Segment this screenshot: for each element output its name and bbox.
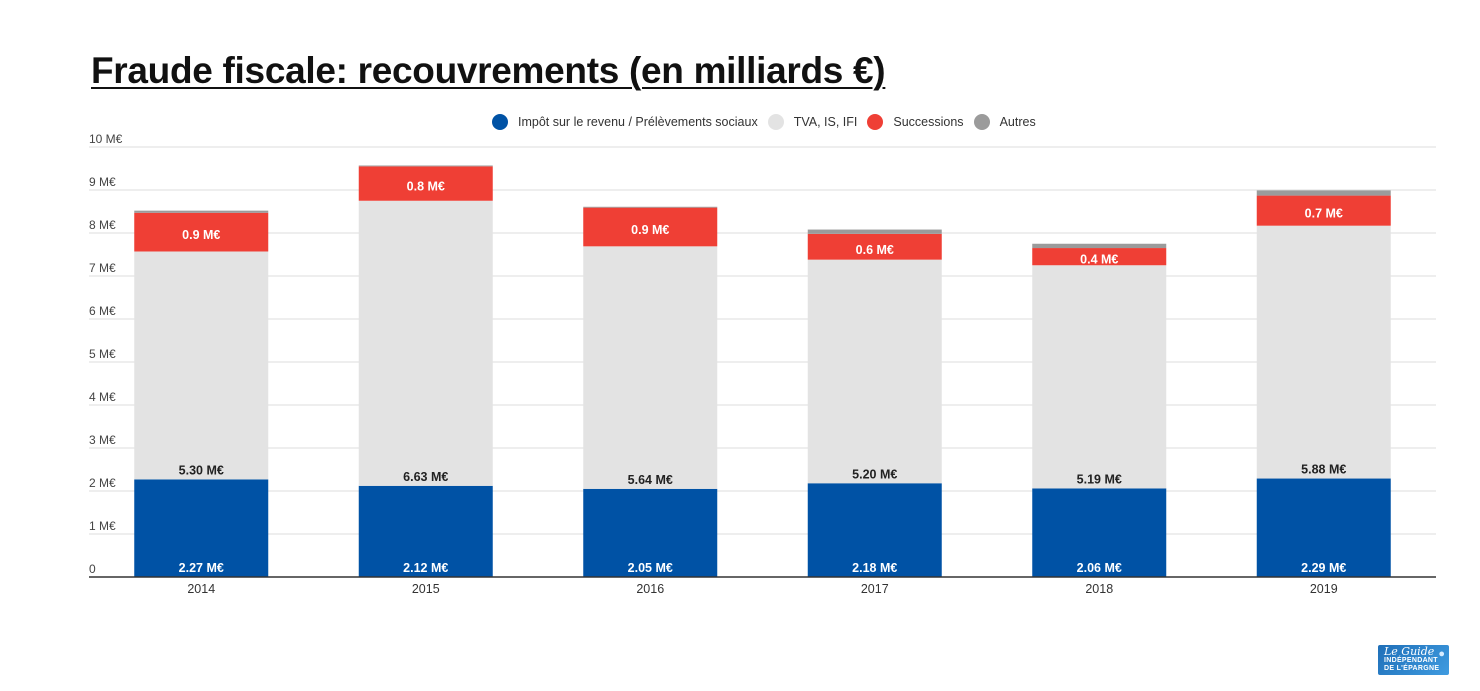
y-tick-label: 0 [89, 562, 96, 576]
data-label: 0.9 M€ [631, 223, 669, 237]
bar-segment [1256, 478, 1391, 577]
bar-segment [358, 485, 493, 577]
y-tick-label: 3 M€ [89, 433, 116, 447]
y-tick-label: 9 M€ [89, 175, 116, 189]
data-label: 6.63 M€ [403, 470, 448, 484]
bar-segment [134, 479, 269, 577]
bar-segment [807, 229, 942, 234]
x-tick-label: 2017 [861, 582, 889, 596]
bar-segment [807, 483, 942, 577]
data-label: 0.6 M€ [856, 243, 894, 257]
data-label: 2.05 M€ [628, 561, 673, 575]
y-tick-label: 2 M€ [89, 476, 116, 490]
data-label: 2.06 M€ [1077, 561, 1122, 575]
bar-segment [358, 165, 493, 167]
legend-label: TVA, IS, IFI [793, 115, 858, 129]
x-tick-label: 2014 [187, 582, 215, 596]
data-label: 0.9 M€ [182, 228, 220, 242]
legend-item: TVA, IS, IFI [767, 114, 858, 130]
data-label: 0.7 M€ [1305, 207, 1343, 221]
legend-label: Successions [893, 115, 964, 129]
logo-line-1: Le Guide [1384, 645, 1435, 658]
legend-label: Autres [999, 115, 1036, 129]
legend-swatch [973, 114, 990, 130]
bar-segment [583, 246, 718, 489]
y-tick-label: 1 M€ [89, 519, 116, 533]
legend-swatch [867, 114, 884, 130]
bar-segment [1256, 190, 1391, 196]
bar-segment [1032, 243, 1167, 249]
bar-segment [1032, 265, 1167, 489]
chart-title: Fraude fiscale: recouvrements (en millia… [91, 50, 886, 91]
legend-item: Autres [973, 114, 1036, 130]
data-label: 5.88 M€ [1301, 463, 1346, 477]
bar-segment [134, 251, 269, 480]
x-tick-label: 2018 [1085, 582, 1113, 596]
legend-label: Impôt sur le revenu / Prélèvements socia… [518, 115, 758, 129]
y-tick-label: 6 M€ [89, 304, 116, 318]
legend-swatch [492, 114, 508, 130]
bar-segment [583, 207, 718, 247]
legend-item: Impôt sur le revenu / Prélèvements socia… [492, 114, 758, 130]
legend-item: Successions [867, 114, 964, 130]
logo: ● Le Guide INDÉPENDANT DE L'ÉPARGNE [1378, 645, 1449, 675]
coin-icon: ● [1438, 648, 1445, 660]
x-tick-label: 2015 [412, 582, 440, 596]
bar-segment [1256, 195, 1391, 226]
data-label: 2.27 M€ [179, 561, 224, 575]
bar-segment [1256, 225, 1391, 479]
bar-segment [807, 259, 942, 484]
x-tick-label: 2019 [1310, 582, 1338, 596]
data-label: 5.19 M€ [1077, 472, 1122, 486]
data-label: 5.64 M€ [628, 473, 673, 487]
bar-segment [583, 488, 718, 577]
bar-segment [1032, 488, 1167, 577]
y-tick-label: 8 M€ [89, 218, 116, 232]
y-tick-label: 5 M€ [89, 347, 116, 361]
logo-line-2: INDÉPENDANT DE L'ÉPARGNE [1384, 657, 1440, 672]
data-label: 0.8 M€ [407, 180, 445, 194]
data-label: 5.20 M€ [852, 467, 897, 481]
legend-swatch [767, 114, 784, 130]
y-tick-label: 4 M€ [89, 390, 116, 404]
bar-segment [358, 166, 493, 201]
data-label: 2.18 M€ [852, 561, 897, 575]
bar-segment [134, 212, 269, 252]
bar-segment [134, 210, 269, 213]
data-label: 5.30 M€ [179, 463, 224, 477]
bar-segment [358, 200, 493, 486]
data-label: 2.29 M€ [1301, 561, 1346, 575]
y-tick-label: 7 M€ [89, 261, 116, 275]
y-tick-label: 10 M€ [89, 132, 123, 146]
bar-segment [807, 233, 942, 260]
data-label: 2.12 M€ [403, 561, 448, 575]
bar-segment [583, 206, 718, 208]
data-label: 0.4 M€ [1080, 253, 1118, 267]
x-tick-label: 2016 [636, 582, 664, 596]
legend: Impôt sur le revenu / Prélèvements socia… [492, 114, 1046, 130]
bar-segment [1032, 248, 1167, 266]
